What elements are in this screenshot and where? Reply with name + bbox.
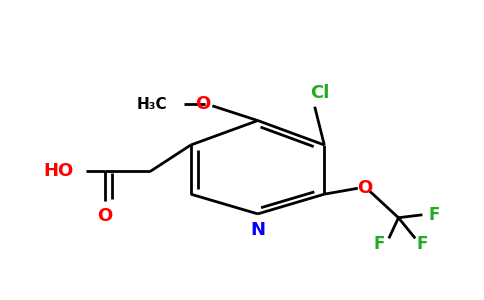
- Text: F: F: [429, 206, 440, 224]
- Text: Cl: Cl: [310, 84, 329, 102]
- Text: F: F: [374, 235, 385, 253]
- Text: O: O: [97, 207, 112, 225]
- Text: F: F: [417, 235, 428, 253]
- Text: HO: HO: [44, 163, 74, 181]
- Text: O: O: [357, 179, 373, 197]
- Text: O: O: [195, 95, 210, 113]
- Text: N: N: [250, 221, 265, 239]
- Text: H₃C: H₃C: [136, 97, 167, 112]
